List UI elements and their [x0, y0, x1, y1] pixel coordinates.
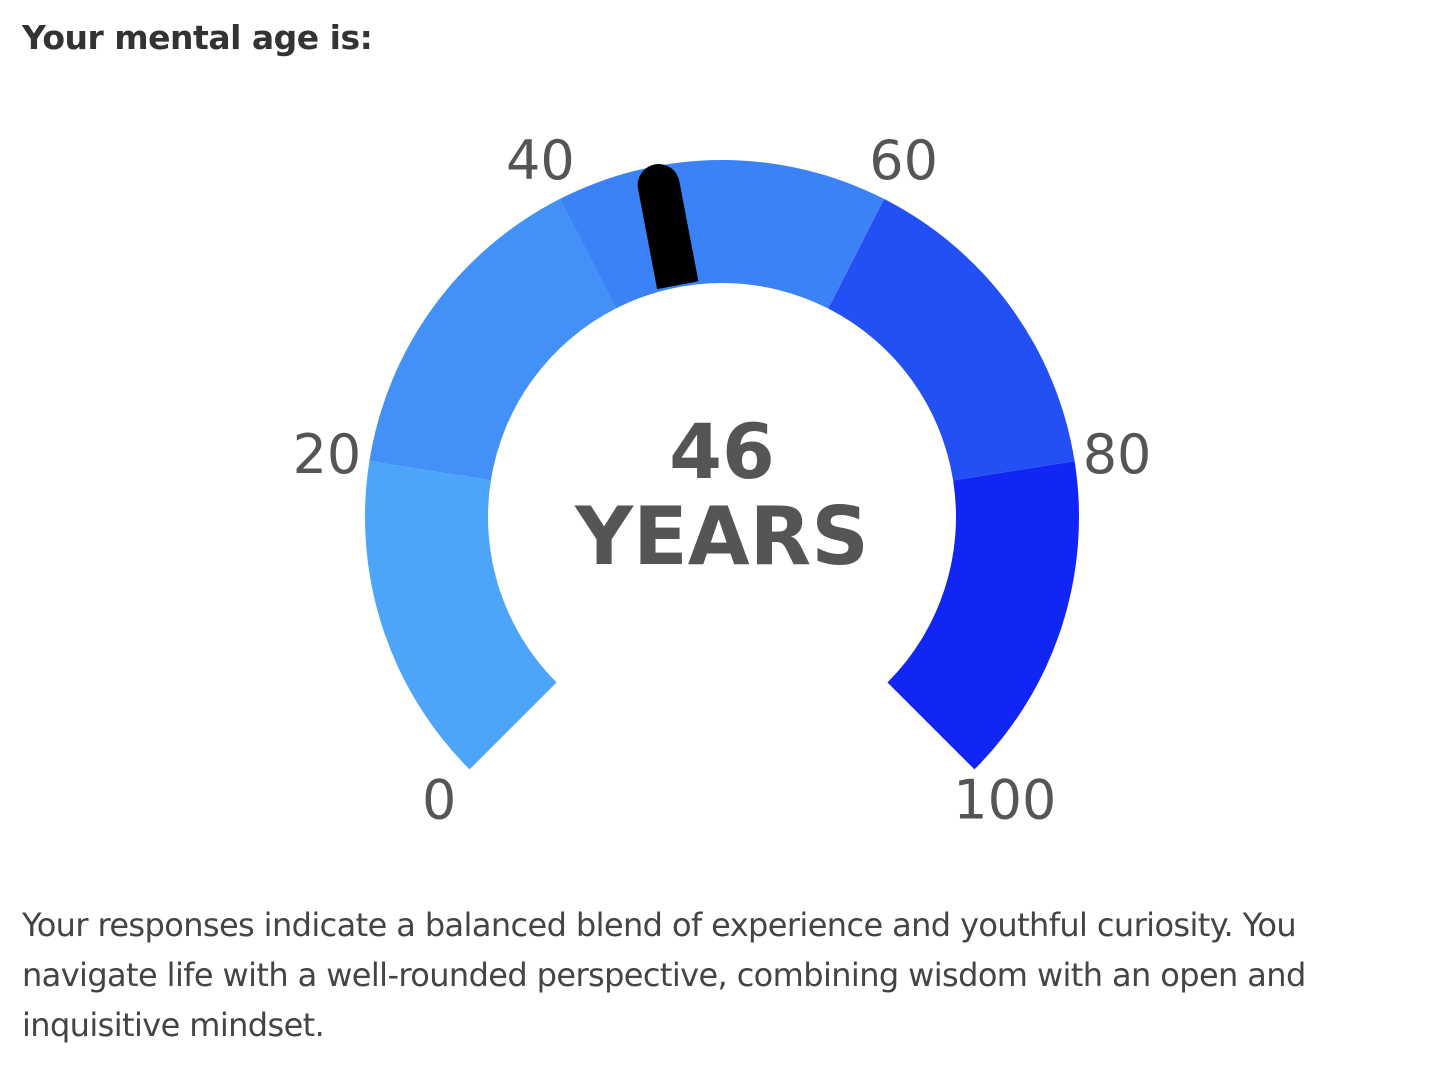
heading: Your mental age is:: [22, 18, 373, 57]
unit-label: YEARS: [574, 490, 869, 583]
tick-label: 40: [506, 129, 575, 192]
gauge-band: [887, 461, 1079, 770]
description: Your responses indicate a balanced blend…: [22, 906, 1306, 1044]
tick-label: 60: [869, 129, 938, 192]
tick-label: 20: [293, 423, 362, 486]
gauge-band: [828, 198, 1075, 481]
gauge-chart: 100 80 60 40 20 0 46 YEARS: [293, 129, 1152, 831]
tick-label: 100: [953, 768, 1056, 831]
gauge-band: [365, 461, 557, 770]
tick-label: 0: [422, 768, 456, 831]
gauge-band: [559, 160, 885, 309]
needle: [637, 164, 699, 290]
gauge-band: [369, 198, 616, 481]
value-label: 46: [669, 407, 775, 496]
tick-label: 80: [1083, 423, 1152, 486]
